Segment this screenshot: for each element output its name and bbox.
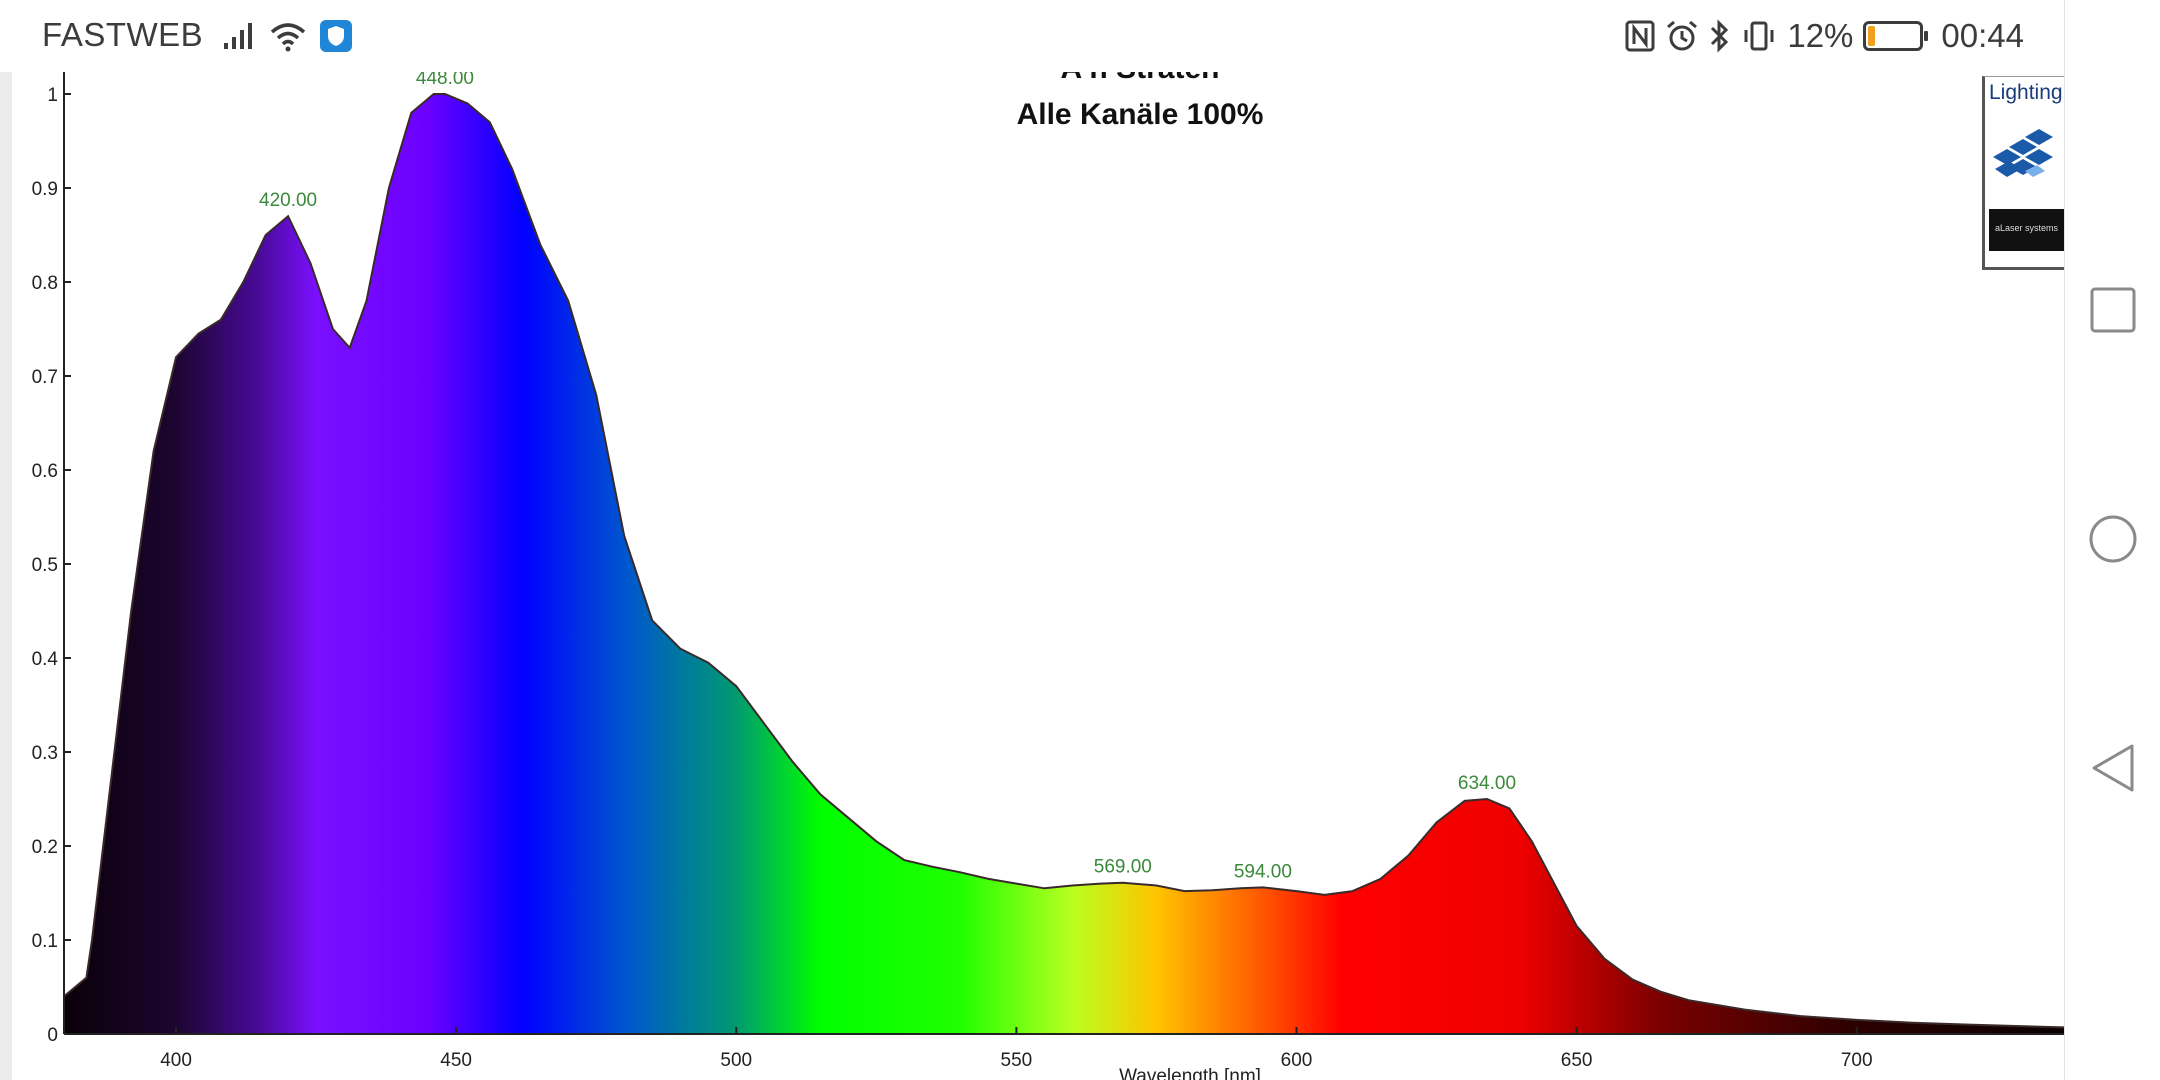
recents-button[interactable] bbox=[2085, 282, 2141, 338]
square-recents-icon bbox=[2090, 287, 2136, 333]
laser-systems-badge: aLaser systems bbox=[1989, 209, 2064, 251]
nfc-icon bbox=[1625, 20, 1655, 52]
spectrum-area bbox=[64, 94, 2064, 1034]
left-edge-strip bbox=[0, 72, 12, 1080]
x-tick-label: 450 bbox=[440, 1050, 472, 1071]
battery-icon bbox=[1863, 21, 1929, 51]
vpn-shield-icon bbox=[320, 20, 352, 52]
battery-level-fill bbox=[1868, 26, 1875, 46]
x-tick-label: 650 bbox=[1561, 1050, 1593, 1071]
y-tick-label: 0.9 bbox=[32, 179, 58, 200]
solar-panel-logo-icon bbox=[1993, 129, 2053, 177]
x-tick-label: 400 bbox=[160, 1050, 192, 1071]
peak-label: 594.00 bbox=[1234, 861, 1292, 882]
peak-label: 569.00 bbox=[1094, 857, 1152, 878]
x-tick-label: 700 bbox=[1841, 1050, 1873, 1071]
battery-percent: 12% bbox=[1787, 17, 1854, 54]
signal-icon bbox=[224, 23, 252, 49]
x-tick-label: 500 bbox=[720, 1050, 752, 1071]
spectrum-line bbox=[63, 93, 2064, 1029]
bluetooth-icon bbox=[1711, 19, 1729, 53]
y-tick-label: 1 bbox=[47, 85, 58, 106]
y-tick-label: 0 bbox=[47, 1025, 58, 1046]
y-tick-label: 0.8 bbox=[32, 273, 58, 294]
home-button[interactable] bbox=[2085, 511, 2141, 567]
peak-label: 634.00 bbox=[1458, 773, 1516, 794]
y-tick-label: 0.3 bbox=[32, 743, 58, 764]
badge-text: aLaser systems bbox=[1995, 223, 2059, 233]
alarm-icon bbox=[1667, 20, 1698, 51]
peak-label: 448.00 bbox=[416, 68, 474, 89]
wifi-icon bbox=[270, 23, 306, 52]
x-tick-label: 600 bbox=[1281, 1050, 1313, 1071]
y-tick-label: 0.2 bbox=[32, 837, 58, 858]
spectrum-chart: 0 0.1 0.2 0.3 0.4 0.5 0.6 0.7 0.8 0.9 1 400 450 500 55… bbox=[32, 52, 2064, 1080]
carrier-name: FASTWEB bbox=[42, 16, 204, 53]
y-tick-label: 0.6 bbox=[32, 461, 58, 482]
y-tick-label: 0.1 bbox=[32, 931, 58, 952]
y-tick-label: 0.7 bbox=[32, 367, 58, 388]
triangle-back-icon bbox=[2092, 744, 2134, 792]
y-tick-label: 0.5 bbox=[32, 555, 58, 576]
x-axis-label: Wavelength [nm] bbox=[1119, 1066, 1261, 1080]
circle-home-icon bbox=[2089, 515, 2137, 563]
back-button[interactable] bbox=[2085, 740, 2141, 796]
status-bar: FASTWEB bbox=[0, 0, 2064, 72]
y-tick-label: 0.4 bbox=[32, 649, 59, 670]
clock-time: 00:44 bbox=[1941, 17, 2024, 54]
navigation-bar bbox=[2064, 0, 2160, 1080]
lighting-logo-panel: Lighting aLaser systems bbox=[1982, 76, 2064, 270]
logo-text: Lighting bbox=[1989, 81, 2063, 104]
x-tick-label: 550 bbox=[1001, 1050, 1033, 1071]
vibrate-icon bbox=[1744, 21, 1774, 51]
peak-label: 420.00 bbox=[259, 190, 317, 211]
chart-subtitle: Alle Kanäle 100% bbox=[1017, 98, 1264, 131]
